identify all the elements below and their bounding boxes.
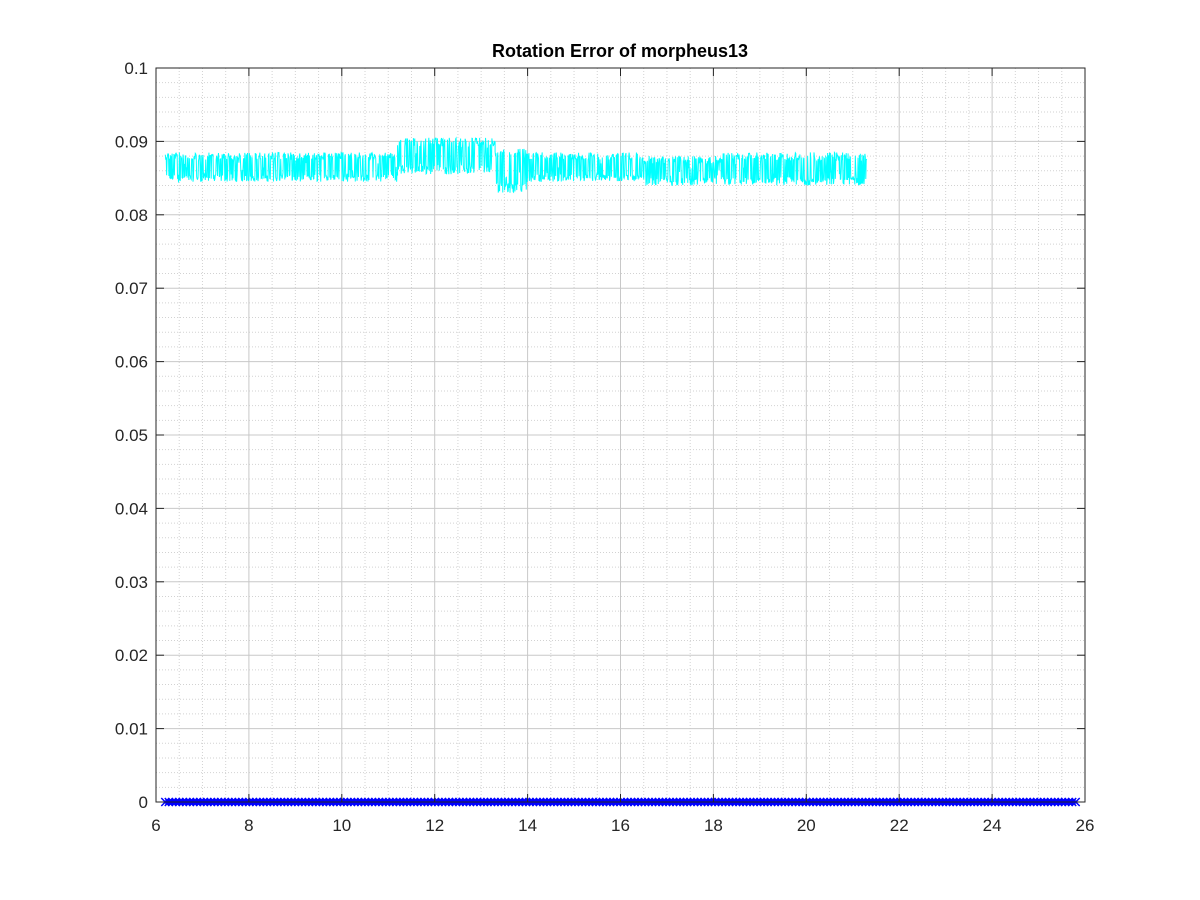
y-tick-label: 0.05	[115, 426, 148, 445]
x-tick-label: 10	[332, 816, 351, 835]
x-tick-label: 14	[518, 816, 537, 835]
y-tick-label: 0	[139, 793, 148, 812]
x-tick-label: 20	[797, 816, 816, 835]
axes-box	[155, 67, 1086, 803]
y-tick-labels: 0 0.01 0.02 0.03 0.04 0.05 0.06 0.07 0.08 0.09 0.1	[115, 59, 148, 812]
x-tick-label: 6	[151, 816, 160, 835]
x-tick-label: 24	[983, 816, 1002, 835]
x-tick-label: 12	[425, 816, 444, 835]
y-tick-label: 0.07	[115, 279, 148, 298]
x-tick-label: 26	[1076, 816, 1095, 835]
y-tick-label: 0.03	[115, 573, 148, 592]
axes	[155, 67, 1086, 803]
y-tick-label: 0.1	[124, 59, 148, 78]
x-tick-label: 22	[890, 816, 909, 835]
y-tick-label: 0.01	[115, 720, 148, 739]
y-tick-label: 0.09	[115, 132, 148, 151]
chart-title: Rotation Error of morpheus13	[492, 41, 748, 61]
y-tick-label: 0.06	[115, 353, 148, 372]
x-tick-label: 16	[611, 816, 630, 835]
x-tick-label: 18	[704, 816, 723, 835]
y-tick-label: 0.02	[115, 646, 148, 665]
x-tick-label: 8	[244, 816, 253, 835]
x-tick-labels: 6 8 10 12 14 16 18 20 22 24 26	[151, 816, 1094, 835]
series-line-cyan	[164, 136, 868, 194]
y-tick-label: 0.08	[115, 206, 148, 225]
y-tick-label: 0.04	[115, 499, 148, 518]
